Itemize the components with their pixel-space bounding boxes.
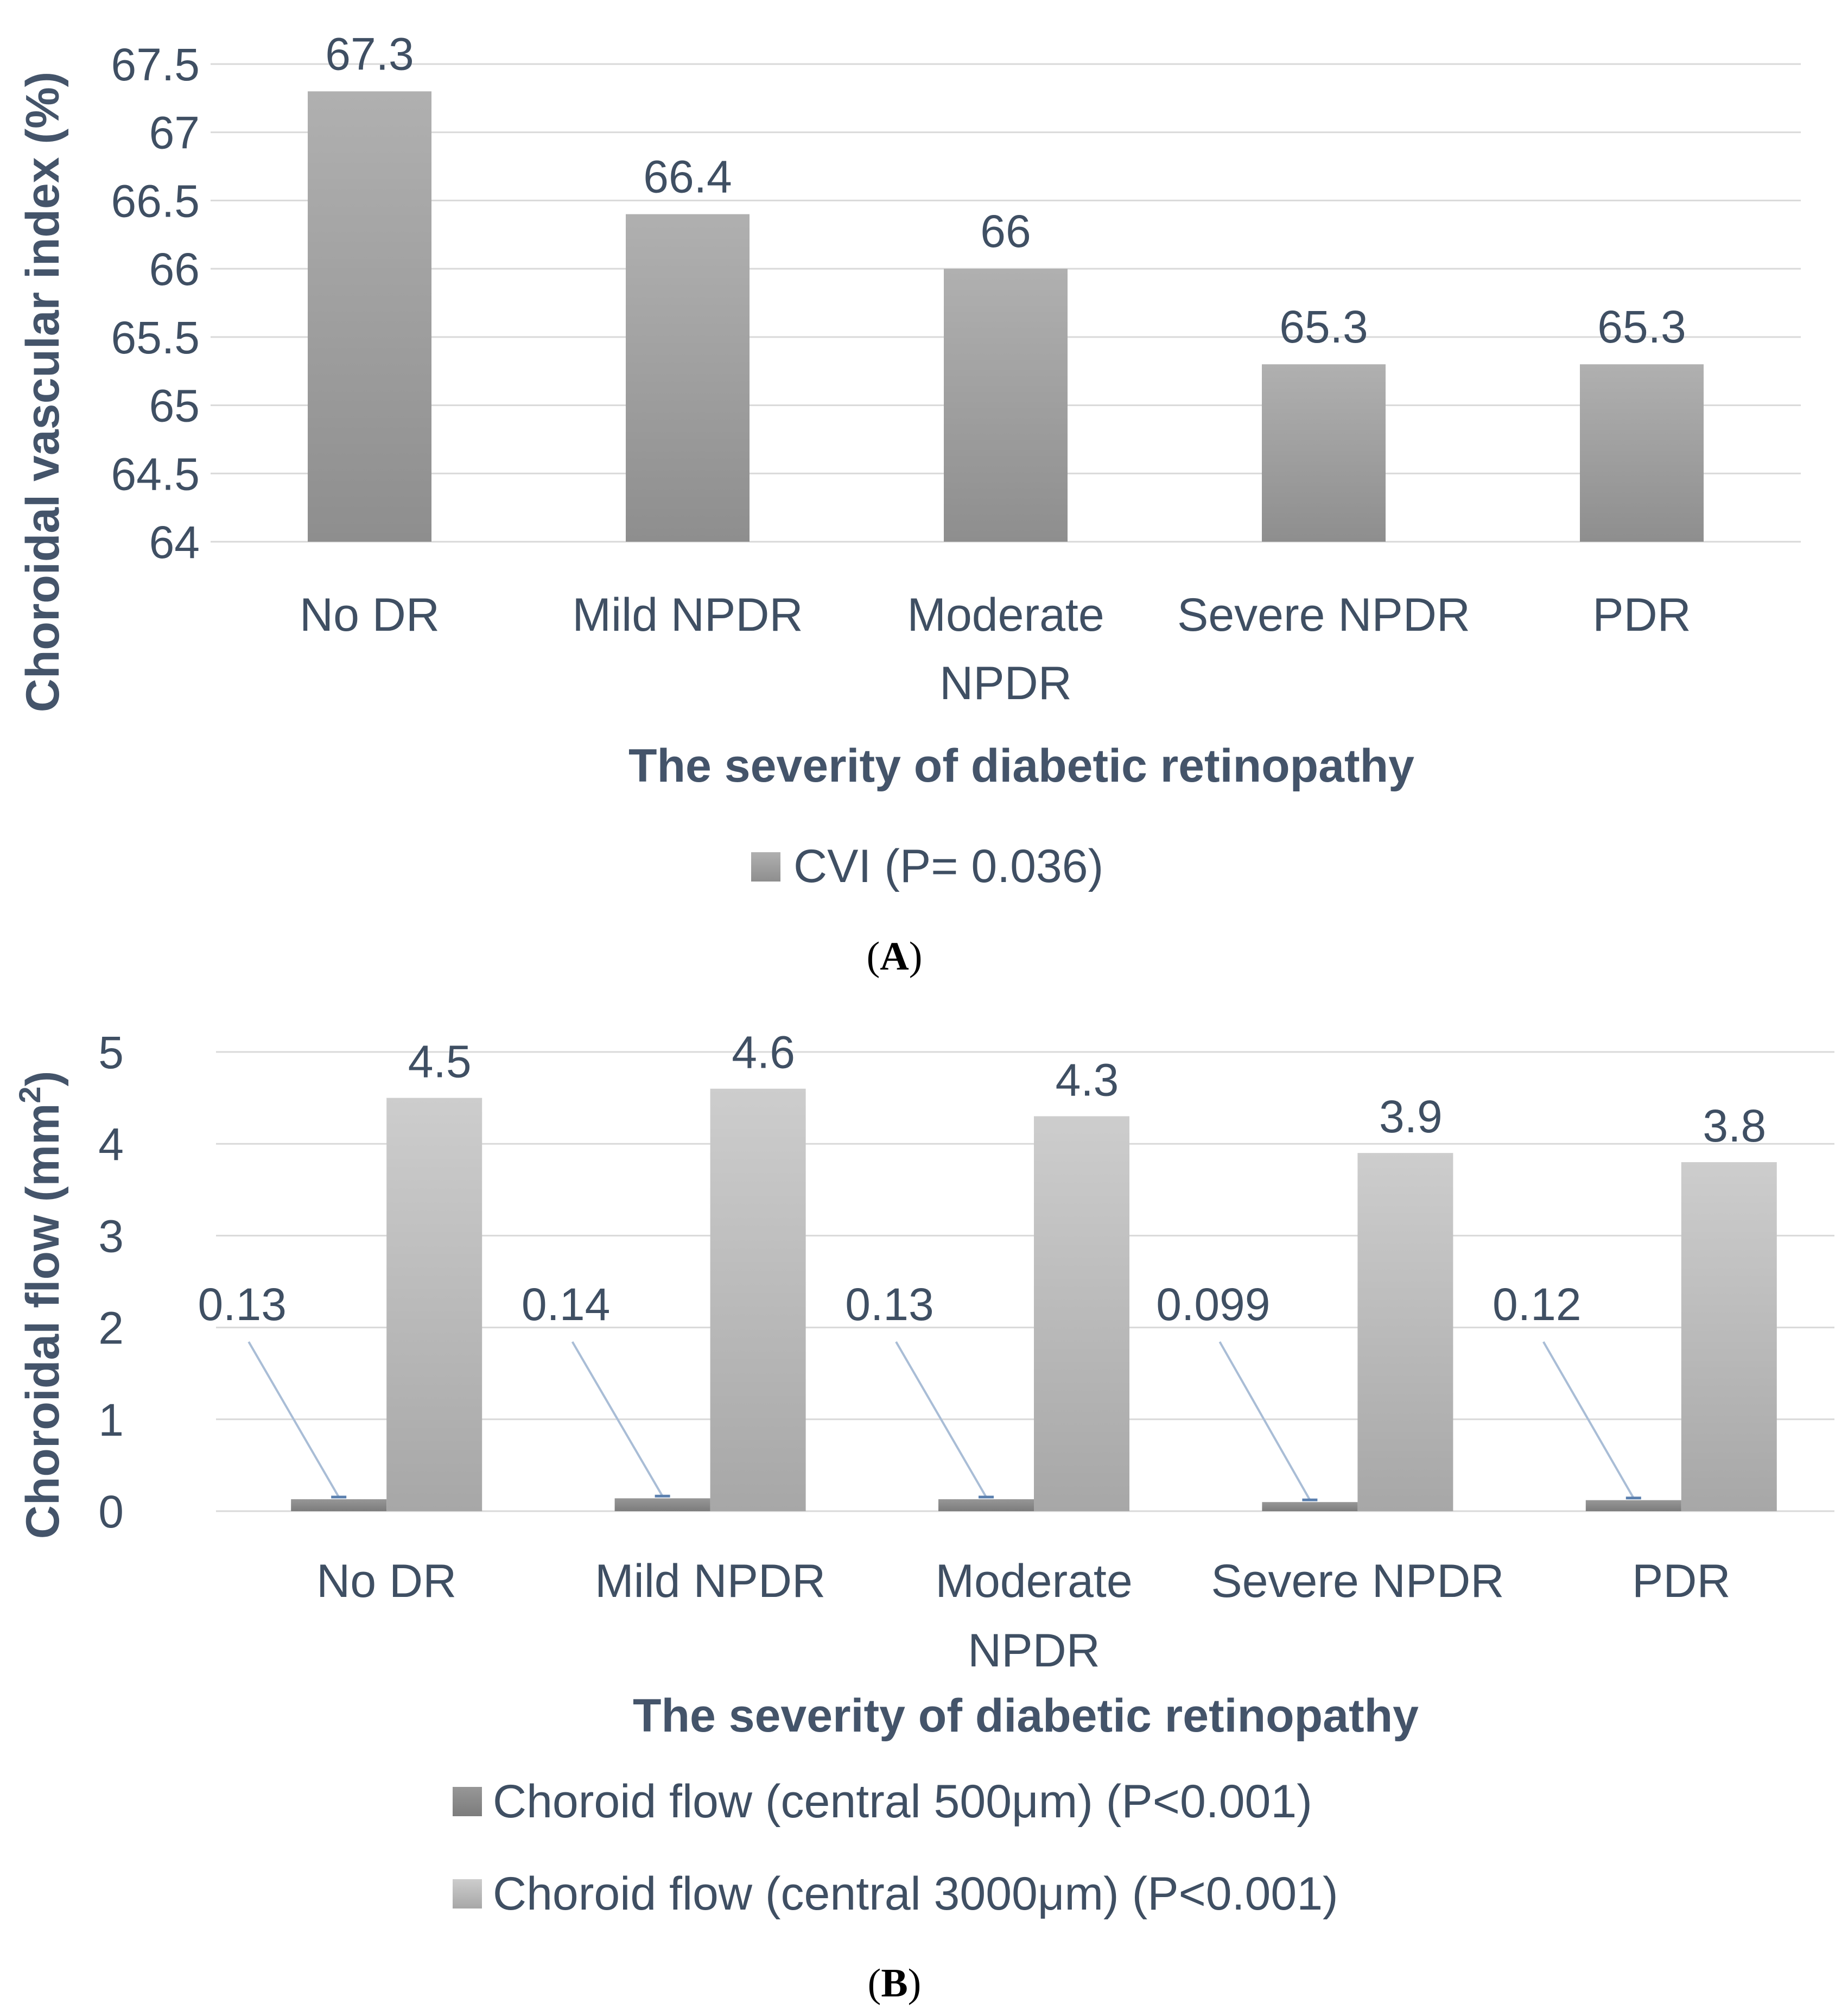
chart-b-bar-500-severe-npdr: [1262, 1502, 1358, 1511]
chart-a-category-label: Mild NPDR: [572, 589, 803, 641]
chart-a-y-tick-label: 65: [149, 381, 200, 432]
chart-a-bar-no-dr: [308, 91, 431, 542]
chart-a-y-tick-label: 66.5: [111, 175, 200, 226]
chart-b-bar-3000-mild-npdr: [710, 1088, 806, 1511]
chart-b-panel-letter: B: [881, 1961, 907, 2006]
chart-b-leader-line: [1218, 1341, 1311, 1501]
chart-b-panel-label: (B): [868, 1961, 922, 2006]
chart-b-legend: Choroid flow (central 500μm) (P<0.001) C…: [453, 1776, 1338, 1920]
chart-b-y-axis-title-end: ): [17, 1071, 69, 1087]
chart-b-bar-500-mild-npdr: [614, 1498, 710, 1511]
chart-b-y-tick-label: 4: [98, 1119, 124, 1170]
chart-b-gridlines: [216, 1051, 1834, 1512]
chart-b-bar-500-moderate-npdr: [938, 1499, 1034, 1511]
chart-b-legend-label-500: Choroid flow (central 500μm) (P<0.001): [493, 1776, 1312, 1828]
chart-b-data-label-3000: 4.3: [1056, 1054, 1119, 1105]
chart-b-category-label: Moderate: [935, 1555, 1132, 1607]
chart-b-y-tick-label: 5: [98, 1027, 124, 1078]
chart-a-panel-label: (A): [867, 934, 923, 979]
chart-b-legend-label-3000: Choroid flow (central 3000μm) (P<0.001): [493, 1868, 1338, 1920]
chart-b-bar-3000-moderate-npdr: [1034, 1116, 1129, 1511]
chart-a-data-label: 66: [980, 206, 1031, 257]
chart-b-bar-3000-severe-npdr: [1357, 1153, 1453, 1511]
chart-a-data-labels: 67.3 66.4 66 65.3 65.3: [325, 28, 1686, 352]
chart-b-y-axis-title-sup: 2: [12, 1086, 47, 1103]
chart-b-category-labels: No DR Mild NPDR Moderate NPDR Severe NPDR PDR: [316, 1555, 1730, 1677]
chart-a-x-axis-title: The severity of diabetic retinopathy: [628, 740, 1414, 792]
chart-a-legend-swatch: [751, 852, 780, 882]
chart-b-y-tick-label: 2: [98, 1303, 124, 1354]
chart-b-y-tick-label: 3: [98, 1210, 124, 1261]
chart-b-x-axis-title: The severity of diabetic retinopathy: [633, 1690, 1419, 1742]
chart-a-category-label: No DR: [300, 589, 440, 641]
chart-a-y-tick-label: 67.5: [111, 39, 200, 90]
chart-b-category-label: No DR: [316, 1555, 456, 1607]
chart-b-data-label-3000: 3.8: [1703, 1100, 1766, 1151]
chart-b-bar-3000-no-dr: [386, 1098, 482, 1511]
chart-b-bar-500-no-dr: [291, 1499, 387, 1511]
chart-b-legend-swatch-3000: [453, 1879, 482, 1908]
chart-a-category-labels: No DR Mild NPDR Moderate NPDR Severe NPDR PDR: [300, 589, 1691, 709]
chart-b-y-axis-title-main: Choroidal flow (mm: [17, 1104, 69, 1539]
chart-b-data-label-3000: 4.6: [732, 1027, 795, 1078]
chart-b-y-axis-title: Choroidal flow (mm2): [12, 1071, 69, 1539]
chart-b-data-label-3000: 3.9: [1379, 1091, 1443, 1142]
chart-a-data-label: 65.3: [1279, 301, 1368, 352]
chart-a-data-label: 65.3: [1597, 301, 1686, 352]
chart-b-y-tick-label: 1: [98, 1394, 124, 1445]
chart-a-data-label: 66.4: [643, 151, 732, 202]
chart-a-y-axis-title: Choroidal vascular index (%): [17, 72, 69, 712]
chart-b-data-label-500: 0.13: [198, 1279, 287, 1330]
chart-b-category-label: Severe NPDR: [1211, 1555, 1504, 1607]
chart-b-leader-line: [571, 1341, 664, 1497]
chart-b-data-label-500: 0.13: [845, 1279, 934, 1330]
chart-a-panel-letter: A: [880, 934, 909, 979]
chart-b-data-label-500: 0.099: [1156, 1279, 1270, 1330]
chart-b-bar-500-pdr: [1585, 1500, 1681, 1511]
chart-a-category-label: Moderate: [907, 589, 1104, 641]
chart-b-data-label-500: 0.12: [1493, 1279, 1582, 1330]
chart-a-legend-label: CVI (P= 0.036): [793, 840, 1103, 892]
chart-b-data-labels: 0.13 4.5 0.14 4.6 0.13 4.3 0.099 3.9 0.12 3.8: [198, 1027, 1766, 1330]
chart-b-category-label: NPDR: [968, 1625, 1100, 1677]
chart-a-y-tick-label: 64.5: [111, 448, 200, 499]
chart-a-y-tick-label: 66: [149, 244, 200, 295]
chart-a-category-label: NPDR: [939, 657, 1072, 709]
chart-a-bar-moderate-npdr: [944, 269, 1068, 542]
chart-b-category-label: PDR: [1632, 1555, 1731, 1607]
chart-a-y-tick-label: 67: [149, 107, 200, 158]
chart-b-legend-swatch-500: [453, 1787, 482, 1816]
chart-a-category-label: Severe NPDR: [1177, 589, 1470, 641]
chart-b-data-label-500: 0.14: [522, 1279, 611, 1330]
chart-a-y-tick-labels: 64 64.5 65 65.5 66 66.5 67 67.5: [111, 39, 200, 568]
chart-b-leader-line: [247, 1341, 340, 1498]
chart-b-leader-line: [895, 1341, 987, 1498]
chart-a-y-tick-label: 64: [149, 517, 200, 568]
chart-b-bar-3000-pdr: [1681, 1162, 1777, 1511]
chart-b-leader-lines: [247, 1341, 1641, 1501]
chart-a-category-label: PDR: [1592, 589, 1691, 641]
chart-b-leader-line: [1542, 1341, 1635, 1499]
chart-a-bar-pdr: [1580, 364, 1704, 542]
chart-a-bars: [308, 91, 1704, 542]
chart-b-y-tick-label: 0: [98, 1486, 124, 1537]
chart-a-bar-mild-npdr: [626, 214, 750, 542]
chart-b-data-label-3000: 4.5: [408, 1036, 472, 1087]
chart-a-legend: CVI (P= 0.036): [751, 840, 1103, 892]
chart-b-category-label: Mild NPDR: [595, 1555, 825, 1607]
chart-a-bar-severe-npdr: [1262, 364, 1386, 542]
chart-a-y-tick-label: 65.5: [111, 312, 200, 363]
chart-b: 0 1 2 3 4 5 0.13 4.5 0.14 4.6 0.13 4.3 0.099 3.9 0.12…: [12, 1027, 1834, 2006]
chart-a-data-label: 67.3: [325, 28, 414, 79]
chart-b-y-tick-labels: 0 1 2 3 4 5: [98, 1027, 124, 1537]
chart-b-bars: [291, 1088, 1777, 1511]
